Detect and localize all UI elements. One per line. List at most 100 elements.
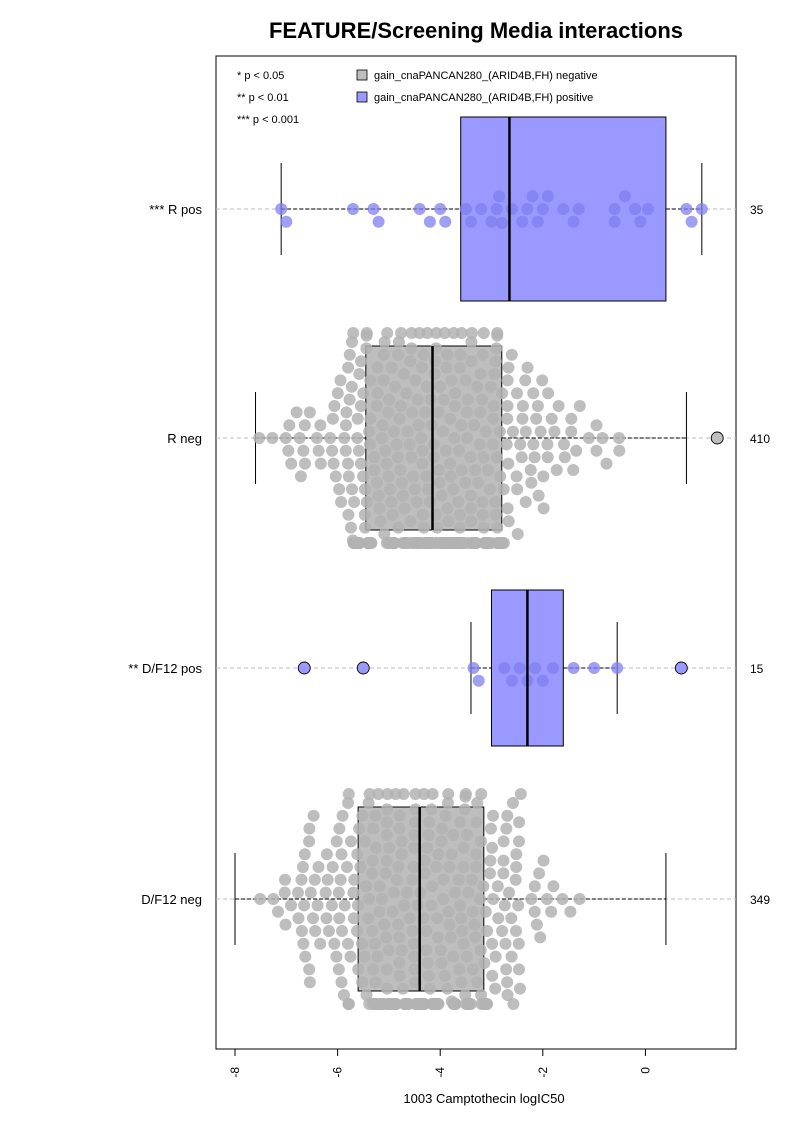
group-2-point [459,374,472,387]
x-tick-label: 0 [638,1067,652,1074]
group-4-point [487,893,500,905]
group-2-point [331,387,344,400]
group-4-point [342,937,354,950]
group-3-point [498,662,511,674]
group-2-point [452,496,465,508]
groups-layer: *** R pos 35 R neg 410 ** D/F12 pos 15 D/F12 n… [128,116,770,1010]
group-2-point [360,327,373,339]
group-2-point [293,432,306,444]
group-4-point [332,886,345,899]
group-1-point [367,203,380,215]
group-2-point [345,521,357,534]
group-4-point [500,963,513,976]
group-2-point [428,451,440,464]
group-4-point [411,899,424,912]
group-2-point [386,508,399,521]
legend-label-negative: gain_cnaPANCAN280_(ARID4B,FH) negative [374,70,598,82]
group-4-point [333,822,346,835]
group-1-point [475,203,488,215]
group-4-point [393,809,406,822]
group-4-point [435,835,448,848]
group-2-point [501,412,514,425]
group-2-point [326,412,339,425]
group-4-point [418,867,431,880]
group-4-point [486,969,499,982]
group-2-point [417,521,430,534]
group-4-point [379,867,392,880]
group-2-point [398,502,411,515]
group-4-point [470,816,483,829]
group-2-point [342,470,355,483]
group-2-outlier [710,431,724,445]
group-2-point [502,361,515,374]
x-axis-label: 1003 Camptothecin logIC50 [403,1091,564,1106]
group-2-point [501,502,514,515]
group-4-point [279,918,292,931]
group-4-point [299,950,312,963]
x-tick-label: -2 [536,1067,550,1078]
group-4-point [464,998,477,1010]
group-1-point [485,215,498,228]
group-2-point [401,425,414,438]
group-2-point [416,457,429,470]
legend-swatch-negative [356,69,368,81]
group-4-point [496,925,509,937]
group-2-point [541,451,554,464]
group-2-point [444,457,457,470]
group-4-point [466,873,478,886]
group-4-point [456,925,469,937]
group-4-point [356,937,368,950]
group-2-point [416,508,429,521]
group-4-point [442,905,455,918]
group-2-point [360,496,373,508]
group-4-point [342,998,355,1010]
group-2-point [354,400,367,412]
group-4-point [500,822,513,835]
group-4-point [426,788,439,800]
group-4-point [497,854,510,867]
group-4-point [432,931,444,944]
group-4-point [475,989,488,1001]
group-4-point [298,848,311,861]
group-2-point [393,412,406,425]
group-2-point [465,515,478,528]
group-4-point [395,848,408,861]
group-4-point [380,816,393,829]
group-4-point [537,854,550,867]
group-2-point [534,425,547,438]
group-4-point [491,880,504,893]
group-2-point [409,374,422,387]
group-1-point [634,215,647,228]
group-2-point [505,348,518,361]
group-4-point [487,809,500,822]
group-3-point [536,674,549,687]
group-4-point [348,873,361,886]
group-4-point [443,918,456,931]
group-2-point [596,432,609,444]
group-2-point [364,412,377,425]
group-2-point [465,327,478,339]
group-2-point [397,368,410,380]
group-2-point [346,336,358,348]
group-4-point [344,950,357,963]
group-4-point [319,886,332,899]
group-2-point [488,368,501,380]
group-2-point [333,483,346,496]
group-2-point [370,400,383,412]
group-2-point [449,387,462,400]
group-4-point [497,867,510,880]
group-2-point [442,515,455,528]
group-2-point [464,489,477,502]
group-2-point [310,432,323,444]
group-4-point [373,880,386,893]
group-1-point [490,203,503,215]
group-4-point [509,873,522,886]
group-2-point [515,451,528,464]
group-3-outlier [674,661,688,675]
group-2-point [489,508,502,521]
group-4-point [481,925,494,937]
group-4-point [455,912,468,925]
group-4-point [512,899,525,912]
group-4-point [368,937,381,950]
